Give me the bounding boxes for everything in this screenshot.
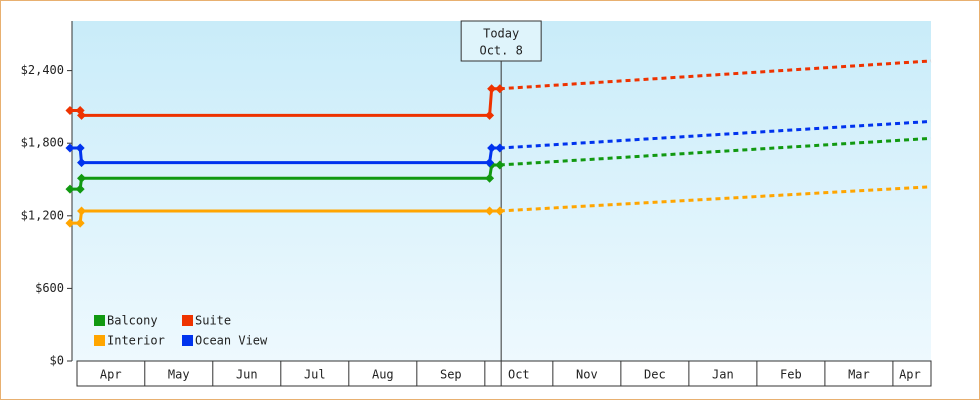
legend-swatch — [94, 335, 105, 346]
point — [75, 143, 85, 153]
point — [487, 143, 497, 153]
x-tick-label: Jun — [236, 368, 258, 382]
x-tick-label: Aug — [372, 368, 394, 382]
legend-swatch — [182, 335, 193, 346]
legend-label: Interior — [107, 334, 165, 348]
point — [77, 110, 87, 120]
x-tick-label: Apr — [899, 368, 921, 382]
legend-label: Balcony — [107, 314, 158, 328]
legend-swatch — [182, 315, 193, 326]
y-tick-label: $600 — [35, 281, 64, 295]
x-tick-label: Sep — [440, 368, 462, 382]
x-tick-label: Oct — [508, 368, 530, 382]
point — [65, 184, 75, 194]
today-box — [460, 20, 542, 62]
x-axis-band — [76, 360, 932, 387]
point — [75, 218, 85, 228]
point — [485, 158, 495, 168]
point — [75, 184, 85, 194]
point — [65, 143, 75, 153]
point — [495, 143, 505, 153]
point — [485, 206, 495, 216]
legend-swatch — [94, 315, 105, 326]
x-tick-label: Feb — [780, 368, 802, 382]
point — [77, 158, 87, 168]
legend-label: Ocean View — [195, 334, 268, 348]
projection-line — [499, 136, 932, 167]
x-tick-label: May — [168, 368, 190, 382]
y-tick-label: $1,800 — [21, 136, 64, 150]
x-tick-label: Apr — [100, 368, 122, 382]
point — [65, 218, 75, 228]
point — [495, 160, 505, 170]
point — [485, 110, 495, 120]
y-tick-label: $0 — [50, 354, 64, 368]
point — [495, 84, 505, 94]
point — [65, 106, 75, 116]
point — [495, 206, 505, 216]
x-tick-label: Jul — [304, 368, 326, 382]
x-tick-label: Mar — [848, 368, 870, 382]
point — [485, 173, 495, 183]
y-tick-label: $2,400 — [21, 63, 64, 77]
today-label: Today — [483, 27, 519, 41]
point — [77, 206, 87, 216]
legend-label: Suite — [195, 314, 231, 328]
x-tick-label: Jan — [712, 368, 734, 382]
x-tick-label: Nov — [576, 368, 598, 382]
point — [487, 84, 497, 94]
point — [77, 173, 87, 183]
y-tick-label: $1,200 — [21, 208, 64, 222]
x-tick-label: Dec — [644, 368, 666, 382]
projection-line — [499, 59, 932, 91]
today-date: Oct. 8 — [479, 44, 522, 58]
projection-line — [499, 119, 932, 150]
